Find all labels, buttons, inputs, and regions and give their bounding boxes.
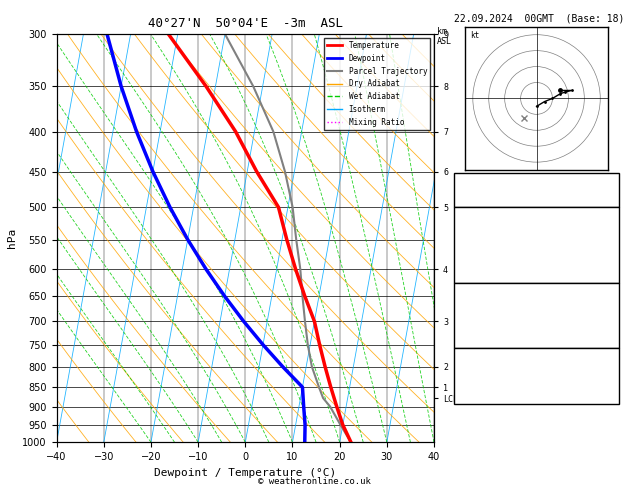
Text: SREH: SREH bbox=[457, 372, 477, 381]
Text: km
ASL: km ASL bbox=[437, 27, 452, 46]
Text: CIN (J): CIN (J) bbox=[457, 338, 493, 347]
Legend: Temperature, Dewpoint, Parcel Trajectory, Dry Adiabat, Wet Adiabat, Isotherm, Mi: Temperature, Dewpoint, Parcel Trajectory… bbox=[324, 38, 430, 130]
Text: kt: kt bbox=[470, 31, 479, 40]
Text: 22.4: 22.4 bbox=[596, 220, 616, 229]
Text: StmDir: StmDir bbox=[457, 382, 487, 392]
Text: 0: 0 bbox=[611, 327, 616, 336]
Text: CIN (J): CIN (J) bbox=[457, 272, 493, 281]
Text: 25: 25 bbox=[606, 175, 616, 184]
Text: Hodograph: Hodograph bbox=[514, 351, 559, 360]
Text: 289°: 289° bbox=[596, 382, 616, 392]
Text: Lifted Index: Lifted Index bbox=[457, 317, 517, 326]
Text: 2.87: 2.87 bbox=[596, 196, 616, 205]
Y-axis label: hPa: hPa bbox=[7, 228, 17, 248]
Text: 3: 3 bbox=[611, 317, 616, 326]
Text: θₑ (K): θₑ (K) bbox=[457, 306, 487, 315]
Text: 10: 10 bbox=[606, 393, 616, 402]
Text: EH: EH bbox=[457, 362, 467, 371]
Text: θₑ(K): θₑ(K) bbox=[457, 241, 482, 250]
Text: 30: 30 bbox=[606, 372, 616, 381]
Text: 320: 320 bbox=[601, 241, 616, 250]
Text: 12.6: 12.6 bbox=[596, 230, 616, 240]
Text: 750: 750 bbox=[601, 296, 616, 305]
Text: Temp (°C): Temp (°C) bbox=[457, 220, 503, 229]
Title: 40°27'N  50°04'E  -3m  ASL: 40°27'N 50°04'E -3m ASL bbox=[148, 17, 343, 30]
Text: CAPE (J): CAPE (J) bbox=[457, 261, 498, 271]
Y-axis label: Mixing Ratio (g/kg): Mixing Ratio (g/kg) bbox=[483, 182, 493, 294]
Text: CAPE (J): CAPE (J) bbox=[457, 327, 498, 336]
Text: Dewp (°C): Dewp (°C) bbox=[457, 230, 503, 240]
Text: K: K bbox=[457, 175, 462, 184]
Text: Lifted Index: Lifted Index bbox=[457, 251, 517, 260]
Text: 0: 0 bbox=[611, 272, 616, 281]
Text: 0: 0 bbox=[611, 338, 616, 347]
Text: 4: 4 bbox=[611, 251, 616, 260]
Text: 323: 323 bbox=[601, 306, 616, 315]
X-axis label: Dewpoint / Temperature (°C): Dewpoint / Temperature (°C) bbox=[154, 468, 337, 478]
Text: © weatheronline.co.uk: © weatheronline.co.uk bbox=[258, 477, 371, 486]
Text: Surface: Surface bbox=[519, 209, 554, 219]
Text: Pressure (mb): Pressure (mb) bbox=[457, 296, 522, 305]
Text: 22.09.2024  00GMT  (Base: 18): 22.09.2024 00GMT (Base: 18) bbox=[454, 14, 625, 24]
Text: StmSpd (kt): StmSpd (kt) bbox=[457, 393, 512, 402]
Text: -19: -19 bbox=[601, 362, 616, 371]
Text: PW (cm): PW (cm) bbox=[457, 196, 493, 205]
Text: 0: 0 bbox=[611, 261, 616, 271]
Text: 42: 42 bbox=[606, 186, 616, 195]
Text: Totals Totals: Totals Totals bbox=[457, 186, 522, 195]
Text: Most Unstable: Most Unstable bbox=[504, 285, 569, 295]
